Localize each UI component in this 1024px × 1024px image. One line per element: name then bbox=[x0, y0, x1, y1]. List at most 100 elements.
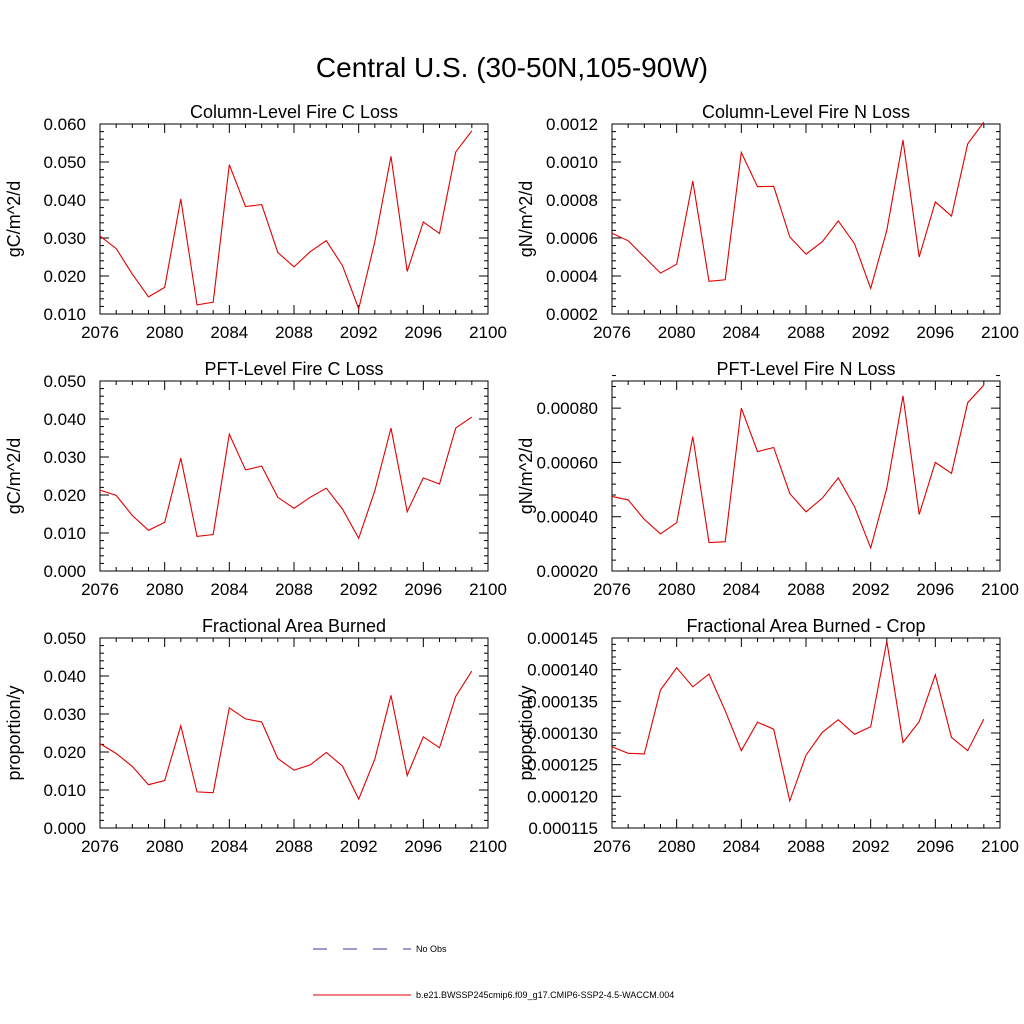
x-tick-label: 2100 bbox=[469, 837, 507, 856]
y-tick-label: 0.050 bbox=[43, 372, 86, 391]
x-tick-label: 2084 bbox=[210, 580, 248, 599]
y-axis-label: gN/m^2/d bbox=[516, 438, 536, 514]
x-tick-label: 2084 bbox=[722, 837, 760, 856]
y-tick-label: 0.00020 bbox=[537, 562, 598, 581]
x-tick-label: 2088 bbox=[275, 580, 313, 599]
y-tick-label: 0.0010 bbox=[546, 153, 598, 172]
plot-frame bbox=[99, 637, 489, 829]
series-line bbox=[99, 670, 473, 801]
x-tick-label: 2100 bbox=[981, 580, 1019, 599]
x-tick-label: 2088 bbox=[787, 580, 825, 599]
x-tick-label: 2084 bbox=[722, 580, 760, 599]
x-tick-label: 2096 bbox=[916, 837, 954, 856]
x-tick-label: 2100 bbox=[981, 323, 1019, 342]
panel-title: Column-Level Fire C Loss bbox=[190, 102, 398, 122]
y-tick-label: 0.020 bbox=[43, 486, 86, 505]
legend: No Obs b.e21.BWSSP245cmip6.f09_g17.CMIP6-… bbox=[313, 944, 674, 1000]
plot-frame bbox=[99, 123, 489, 315]
x-tick-label: 2084 bbox=[210, 837, 248, 856]
panel-title: Fractional Area Burned - Crop bbox=[686, 616, 925, 636]
y-tick-label: 0.00040 bbox=[537, 508, 598, 527]
legend-label: b.e21.BWSSP245cmip6.f09_g17.CMIP6-SSP2-4… bbox=[416, 990, 674, 1000]
x-tick-label: 2092 bbox=[340, 580, 378, 599]
x-tick-label: 2100 bbox=[981, 837, 1019, 856]
x-tick-label: 2088 bbox=[275, 323, 313, 342]
panel-5: 2076 2080 2084 2088 2092 2096 2100 0.000 0.010 0.… bbox=[4, 616, 507, 856]
panel-2: 2076 2080 2084 2088 2092 2096 2100 0.0002 0.0004… bbox=[516, 102, 1019, 342]
y-tick-label: 0.050 bbox=[43, 629, 86, 648]
x-tick-label: 2080 bbox=[146, 837, 184, 856]
y-tick-label: 0.000125 bbox=[527, 756, 598, 775]
y-tick-label: 0.060 bbox=[43, 115, 86, 134]
series-line bbox=[611, 121, 985, 291]
y-tick-label: 0.000140 bbox=[527, 661, 598, 680]
y-axis-label: gN/m^2/d bbox=[516, 181, 536, 257]
y-tick-label: 0.030 bbox=[43, 448, 86, 467]
x-tick-label: 2100 bbox=[469, 323, 507, 342]
y-axis-label: gC/m^2/d bbox=[4, 438, 24, 514]
y-tick-label: 0.0008 bbox=[546, 191, 598, 210]
x-tick-label: 2096 bbox=[404, 323, 442, 342]
y-tick-label: 0.030 bbox=[43, 229, 86, 248]
x-tick-label: 2096 bbox=[916, 580, 954, 599]
x-tick-label: 2088 bbox=[275, 837, 313, 856]
y-tick-label: 0.000145 bbox=[527, 629, 598, 648]
y-tick-label: 0.040 bbox=[43, 410, 86, 429]
y-axis-label: proportion/y bbox=[4, 685, 24, 780]
figure-title: Central U.S. (30-50N,105-90W) bbox=[316, 52, 708, 83]
y-tick-label: 0.050 bbox=[43, 153, 86, 172]
y-tick-label: 0.0012 bbox=[546, 115, 598, 134]
x-tick-label: 2076 bbox=[81, 837, 119, 856]
panel-1: 2076 2080 2084 2088 2092 2096 2100 0.010 0.020 0.… bbox=[4, 102, 507, 342]
x-tick-label: 2084 bbox=[210, 323, 248, 342]
series-line bbox=[99, 416, 473, 540]
y-tick-label: 0.000 bbox=[43, 562, 86, 581]
series-line bbox=[611, 384, 985, 550]
x-tick-label: 2088 bbox=[787, 837, 825, 856]
y-tick-label: 0.040 bbox=[43, 191, 86, 210]
y-tick-label: 0.040 bbox=[43, 667, 86, 686]
panel-title: PFT-Level Fire N Loss bbox=[716, 359, 895, 379]
y-tick-label: 0.000120 bbox=[527, 787, 598, 806]
x-tick-label: 2084 bbox=[722, 323, 760, 342]
x-tick-label: 2076 bbox=[593, 323, 631, 342]
y-tick-label: 0.000115 bbox=[528, 819, 598, 838]
panel-title: Fractional Area Burned bbox=[202, 616, 386, 636]
x-tick-label: 2076 bbox=[593, 837, 631, 856]
y-tick-label: 0.020 bbox=[43, 743, 86, 762]
x-tick-label: 2092 bbox=[340, 323, 378, 342]
x-tick-label: 2092 bbox=[340, 837, 378, 856]
panel-title: Column-Level Fire N Loss bbox=[702, 102, 910, 122]
y-tick-label: 0.000135 bbox=[527, 692, 598, 711]
x-tick-label: 2096 bbox=[404, 580, 442, 599]
y-tick-label: 0.010 bbox=[43, 781, 86, 800]
y-axis-label: proportion/y bbox=[516, 685, 536, 780]
x-tick-label: 2088 bbox=[787, 323, 825, 342]
plot-frame bbox=[611, 123, 1001, 315]
series-line bbox=[611, 641, 985, 803]
panel-title: PFT-Level Fire C Loss bbox=[204, 359, 383, 379]
x-tick-label: 2100 bbox=[469, 580, 507, 599]
y-tick-label: 0.0006 bbox=[546, 229, 598, 248]
y-tick-label: 0.000 bbox=[43, 819, 86, 838]
y-axis-label: gC/m^2/d bbox=[4, 181, 24, 257]
y-tick-label: 0.0004 bbox=[546, 267, 598, 286]
x-tick-label: 2076 bbox=[81, 323, 119, 342]
panel-4: 2076 2080 2084 2088 2092 2096 2100 0.00020 0.000… bbox=[516, 359, 1019, 599]
x-tick-label: 2096 bbox=[916, 323, 954, 342]
y-tick-label: 0.00080 bbox=[537, 399, 598, 418]
y-tick-label: 0.030 bbox=[43, 705, 86, 724]
panel-3: 2076 2080 2084 2088 2092 2096 2100 0.000 0.010 0.… bbox=[4, 359, 507, 599]
x-tick-label: 2076 bbox=[593, 580, 631, 599]
x-tick-label: 2080 bbox=[658, 837, 696, 856]
y-tick-label: 0.000130 bbox=[527, 724, 598, 743]
panel-6: 2076 2080 2084 2088 2092 2096 2100 0.000115 0.00… bbox=[516, 616, 1019, 856]
x-tick-label: 2080 bbox=[146, 580, 184, 599]
x-tick-label: 2092 bbox=[852, 323, 890, 342]
x-tick-label: 2092 bbox=[852, 837, 890, 856]
x-tick-label: 2080 bbox=[658, 323, 696, 342]
panels: 2076 2080 2084 2088 2092 2096 2100 0.010 0.020 0.… bbox=[4, 102, 1019, 856]
plot-frame bbox=[611, 380, 1001, 572]
x-tick-label: 2080 bbox=[658, 580, 696, 599]
